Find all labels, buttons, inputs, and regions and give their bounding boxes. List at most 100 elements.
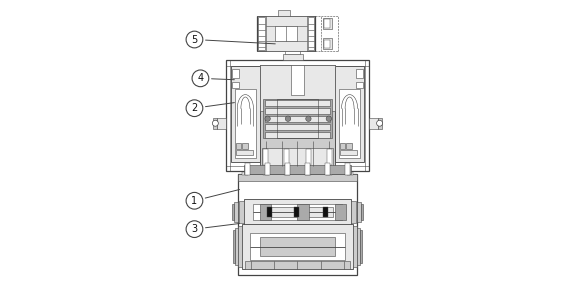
Bar [236,143,241,149]
Bar [245,164,250,175]
Bar [347,172,353,175]
Bar [335,204,346,220]
Bar [234,202,238,222]
Bar [262,207,333,217]
Bar [324,40,330,48]
Bar [323,38,332,50]
Bar [242,143,248,149]
Bar [238,174,357,182]
Bar [305,149,311,165]
Bar [285,164,290,175]
Text: 3: 3 [191,224,198,234]
Bar [340,150,357,155]
Bar [213,118,217,129]
Bar [265,124,331,130]
Bar [351,201,356,223]
Bar [245,261,350,269]
Bar [284,172,290,175]
Bar [285,52,300,54]
Bar [263,149,268,165]
Bar [294,207,299,217]
Circle shape [265,116,271,122]
Bar [238,226,242,267]
Bar [283,54,303,60]
Bar [265,132,331,138]
Bar [327,149,332,165]
Circle shape [326,116,332,122]
Bar [275,26,297,41]
Bar [235,89,256,158]
Bar [326,172,332,175]
Bar [335,66,364,162]
Bar [260,65,335,111]
Text: 2: 2 [191,103,198,113]
Text: 4: 4 [198,73,203,83]
Circle shape [212,120,219,126]
Text: 1: 1 [191,196,198,206]
Bar [244,165,351,175]
Bar [357,228,360,265]
Bar [361,204,363,220]
Bar [360,230,362,263]
Bar [378,118,382,129]
Bar [265,108,331,114]
Bar [233,230,235,263]
Bar [305,172,311,175]
Bar [339,89,360,158]
Bar [297,204,309,220]
Bar [346,143,352,149]
Bar [305,164,310,175]
Bar [233,204,234,220]
Bar [260,65,335,166]
Bar [236,150,253,155]
Circle shape [285,116,291,122]
Bar [262,99,332,138]
Bar [323,207,328,217]
Bar [258,17,265,50]
Circle shape [186,221,203,238]
Bar [265,116,331,122]
Bar [285,149,289,165]
Bar [260,204,272,220]
Circle shape [186,100,203,117]
Bar [252,204,342,220]
Bar [278,10,290,16]
Bar [238,174,357,275]
Bar [233,82,239,88]
Bar [291,65,304,95]
Circle shape [186,31,203,48]
Bar [242,224,353,269]
Bar [262,148,333,166]
Bar [308,17,314,50]
Text: 5: 5 [191,34,198,44]
Bar [356,69,363,78]
Bar [260,238,335,256]
Bar [276,99,318,138]
Bar [265,100,331,106]
Bar [217,118,226,129]
Bar [323,18,332,29]
Bar [242,172,248,175]
Bar [239,201,244,223]
Circle shape [377,120,382,126]
Bar [226,60,369,171]
Bar [325,164,330,175]
Circle shape [192,70,209,87]
Bar [263,172,269,175]
Bar [369,118,378,129]
Bar [345,164,350,175]
Bar [265,164,270,175]
Bar [235,228,238,265]
Circle shape [186,192,203,209]
Bar [257,16,315,52]
Bar [250,233,345,260]
Bar [267,207,272,217]
Bar [353,226,357,267]
Bar [244,199,351,225]
Bar [356,82,363,88]
Bar [357,202,361,222]
Bar [340,143,345,149]
Bar [265,16,307,52]
Bar [324,19,330,28]
Circle shape [305,116,311,122]
